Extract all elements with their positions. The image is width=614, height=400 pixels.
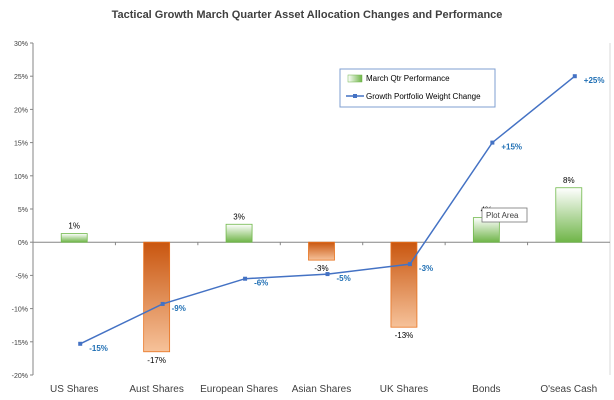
- bar: [225, 223, 253, 243]
- y-tick-label: -15%: [12, 340, 28, 347]
- y-tick-label: 5%: [18, 207, 28, 214]
- y-tick-label: 10%: [14, 174, 28, 181]
- y-tick-label: 30%: [14, 41, 28, 48]
- y-tick-label: -5%: [16, 273, 28, 280]
- line-data-label: -9%: [172, 304, 186, 313]
- line-data-label: -6%: [254, 279, 268, 288]
- plot-area-tooltip: Plot Area: [481, 207, 528, 223]
- bar-data-label: -17%: [147, 356, 166, 365]
- tooltip-text: Plot Area: [486, 211, 519, 220]
- legend-line-marker: [353, 94, 357, 98]
- bar: [555, 187, 583, 243]
- bar: [390, 241, 418, 328]
- line-marker: [407, 262, 412, 267]
- legend-line-label: Growth Portfolio Weight Change: [366, 92, 481, 101]
- bar-series: [60, 187, 583, 353]
- bar-data-label: -3%: [314, 264, 328, 273]
- line-data-label: +15%: [501, 143, 522, 152]
- y-tick-label: 20%: [14, 107, 28, 114]
- bar-data-label: -13%: [395, 331, 414, 340]
- bar-data-label: 1%: [68, 222, 80, 231]
- line-marker: [243, 276, 248, 281]
- line-data-label: -15%: [89, 344, 108, 353]
- legend-bar-swatch: [347, 74, 363, 83]
- bar: [60, 233, 88, 243]
- bar: [143, 241, 171, 353]
- legend-box: [339, 68, 496, 108]
- line-marker: [325, 272, 330, 277]
- x-tick-label: US Shares: [50, 384, 98, 395]
- x-tick-label: Bonds: [472, 384, 500, 395]
- x-tick-label: Aust Shares: [129, 384, 183, 395]
- bar-data-label: 8%: [563, 176, 575, 185]
- line-marker: [160, 301, 165, 306]
- line-series: [78, 74, 577, 346]
- line-marker: [78, 341, 83, 346]
- y-tick-label: 0%: [18, 240, 28, 247]
- x-tick-label: Asian Shares: [292, 384, 351, 395]
- y-tick-label: 15%: [14, 141, 28, 148]
- y-tick-label: 25%: [14, 74, 28, 81]
- legend: March Qtr Performance Growth Portfolio W…: [339, 68, 496, 108]
- line-data-label: -3%: [419, 264, 433, 273]
- chart-title: Tactical Growth March Quarter Asset Allo…: [112, 9, 503, 21]
- y-tick-label: -10%: [12, 307, 28, 314]
- x-tick-label: UK Shares: [380, 384, 428, 395]
- axes: -20% -15% -10% -5% 0% 5% 10% 15% 20% 25% 30% US Sha…: [12, 41, 611, 395]
- bar-data-label: 3%: [233, 212, 245, 221]
- y-tick-label: -20%: [12, 373, 28, 380]
- legend-bar-label: March Qtr Performance: [366, 74, 450, 83]
- line-marker: [490, 140, 495, 145]
- line-marker: [572, 74, 577, 79]
- line-data-label: -5%: [337, 274, 351, 283]
- bar: [308, 241, 335, 261]
- x-tick-label: O'seas Cash: [540, 384, 597, 395]
- line-data-label: +25%: [584, 76, 605, 85]
- data-labels: 1%-17%3%-3%-13%4%8%-15%-9%-6%-5%-3%+15%+…: [68, 76, 604, 365]
- x-tick-label: European Shares: [200, 384, 278, 395]
